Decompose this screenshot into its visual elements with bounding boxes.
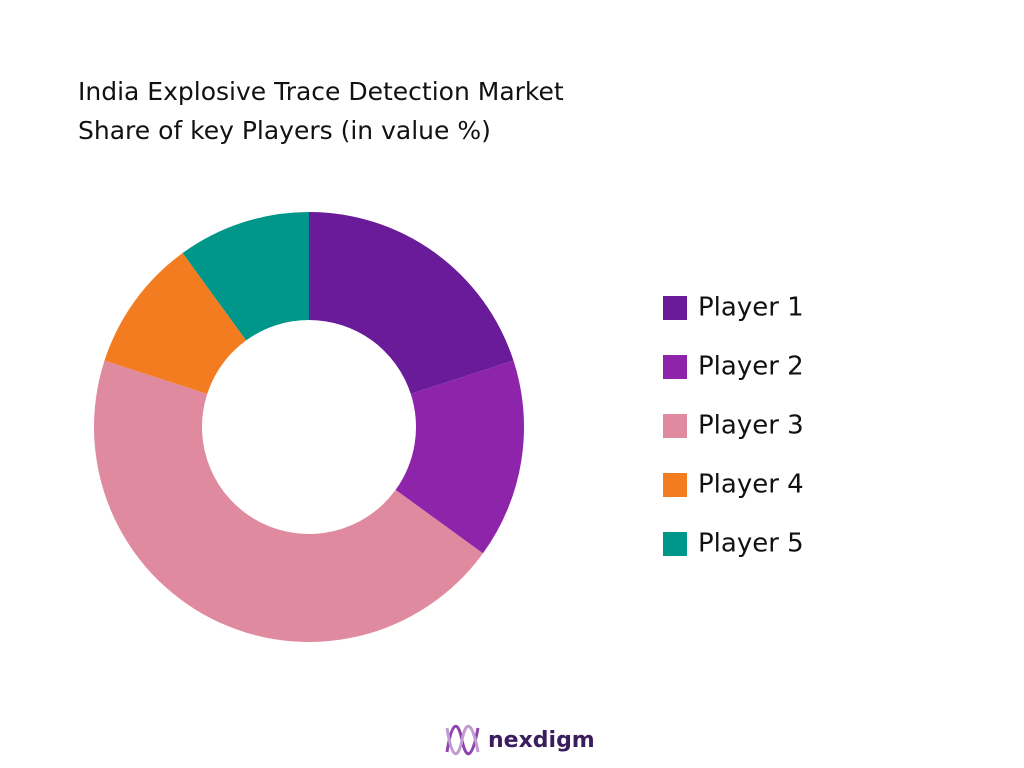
legend-label: Player 4 [698,470,804,500]
logo-icon [445,725,480,755]
legend-swatch [663,414,687,438]
legend-label: Player 1 [698,293,804,323]
legend-swatch [663,296,687,320]
logo-text: nexdigm [488,728,595,753]
slice [93,360,483,643]
legend-swatch [663,355,687,379]
chart-title: Share of key Players (in value %) [78,116,491,145]
legend-swatch [663,473,687,497]
chart-title: India Explosive Trace Detection Market [78,77,564,106]
legend-swatch [663,532,687,556]
slice [395,360,524,554]
legend-label: Player 3 [698,411,804,441]
legend-label: Player 2 [698,352,804,382]
legend-label: Player 5 [698,529,804,559]
slice [104,253,247,394]
logo: nexdigm [445,725,595,755]
slice [182,212,309,341]
slice [309,212,514,394]
